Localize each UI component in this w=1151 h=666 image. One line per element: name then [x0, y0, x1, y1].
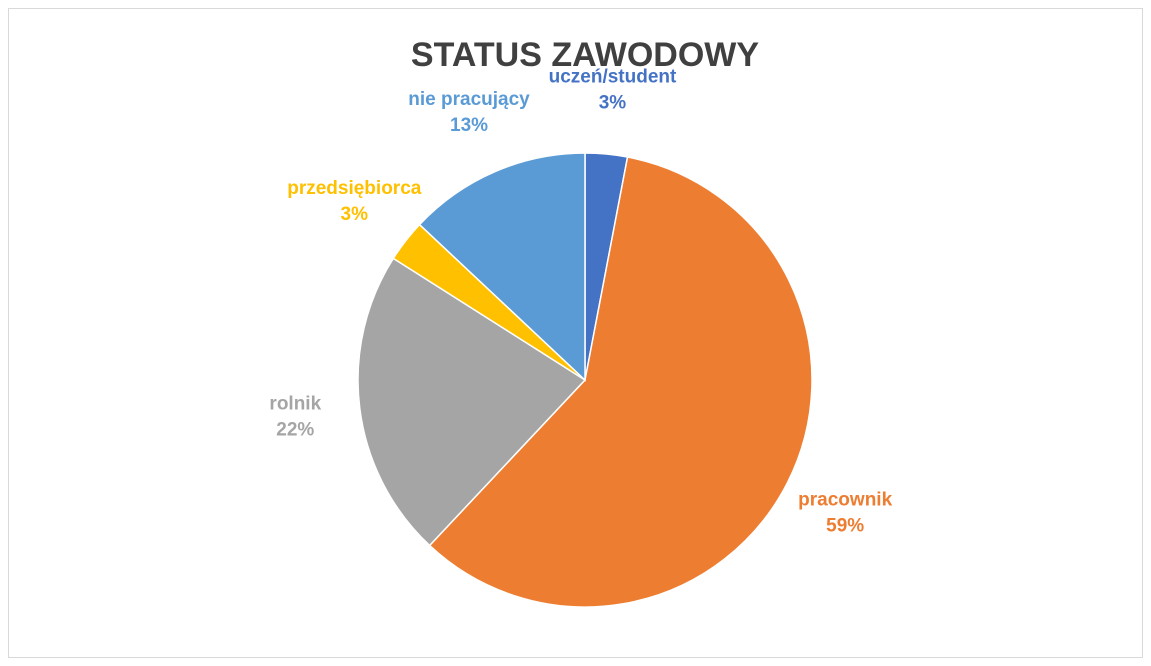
- pie-slice: [418, 152, 586, 382]
- slice-value-label: 59%: [826, 516, 864, 537]
- slice-value-label: 3%: [599, 92, 627, 113]
- slice-value-label: 3%: [341, 204, 369, 225]
- chart-title: STATUS ZAWODOWY: [411, 36, 759, 74]
- slice-label: rolnik: [269, 394, 321, 415]
- slice-label: przedsiębiorca: [287, 178, 422, 199]
- slice-label: nie pracujący: [408, 89, 530, 110]
- slice-label: uczeń/student: [549, 66, 677, 87]
- slice-label: pracownik: [798, 490, 892, 511]
- slice-value-label: 22%: [276, 420, 314, 441]
- pie-slice: [428, 156, 813, 608]
- slice-value-label: 13%: [450, 115, 488, 136]
- pie-slice: [357, 257, 587, 547]
